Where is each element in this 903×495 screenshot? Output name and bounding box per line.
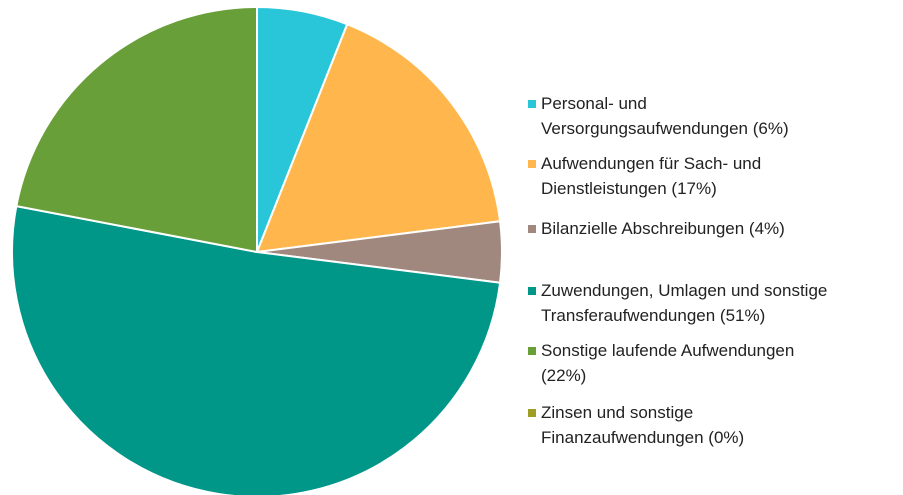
legend-label: Personal- und Versorgungsaufwendungen (6… [541,94,789,138]
legend-swatch [528,409,536,417]
pie-slice [11,204,502,495]
legend-swatch [528,225,536,233]
pie [11,5,503,495]
legend-label: Sonstige laufende Aufwendungen (22%) [541,341,795,385]
legend-label: Bilanzielle Abschreibungen (4%) [541,219,785,238]
legend-swatch [528,287,536,295]
legend-label: Aufwendungen für Sach- und Dienstleistun… [541,154,762,198]
legend-swatch [528,100,536,108]
pie-slice [15,5,258,254]
legend-label: Zuwendungen, Umlagen und sonstige Transf… [541,281,828,325]
pie-slice [255,22,502,254]
legend-label: Zinsen und sonstige Finanzaufwendungen (… [541,403,745,447]
legend-swatch [528,347,536,355]
legend-swatch [528,160,536,168]
